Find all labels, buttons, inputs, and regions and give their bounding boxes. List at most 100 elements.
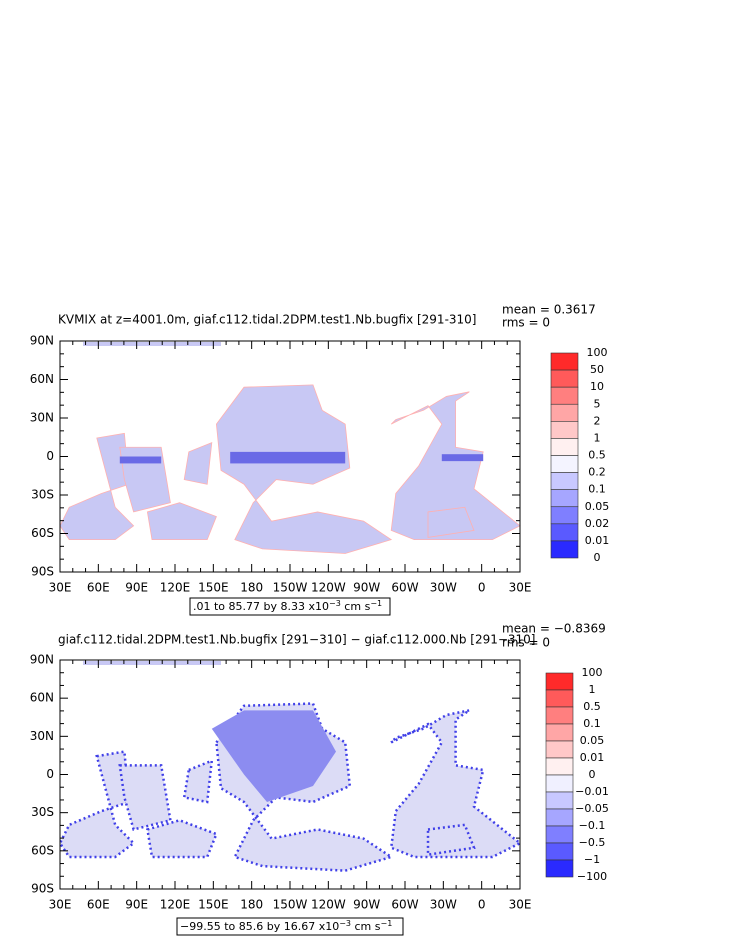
colorbar-box (550, 403, 579, 422)
colorbar-box (550, 506, 579, 525)
colorbar-label: −0.5 (579, 836, 606, 849)
ocean-field (145, 818, 219, 859)
lon-label: 150W (273, 581, 308, 595)
mean-label: mean = −0.8369 (502, 622, 606, 636)
colorbar-box (545, 774, 574, 793)
colorbar-label: 5 (594, 397, 601, 410)
colorbar-label: 100 (582, 666, 603, 679)
ocean-field (426, 823, 476, 857)
lat-label: 60S (31, 843, 54, 857)
map-panel: giaf.c112.tidal.2DPM.test1.Nb.bugfix [29… (30, 622, 609, 936)
info-part: cm s (341, 600, 371, 613)
colorbar-box (550, 421, 579, 439)
colorbar-box (550, 472, 579, 490)
colorbar-box (545, 689, 574, 708)
colorbar-box (550, 369, 579, 388)
colorbar-box (550, 352, 579, 371)
lat-label: 90S (31, 882, 54, 896)
colorbar-label: 0.05 (585, 500, 610, 513)
lon-label: 120W (311, 898, 346, 912)
colorbar-label: 0 (589, 768, 596, 781)
colorbar-label: −0.1 (579, 819, 606, 832)
mean-label: mean = 0.3617 (502, 303, 596, 317)
colorbar-label: 50 (590, 363, 604, 376)
colorbar-box (545, 723, 574, 742)
colorbar-label: 0.5 (588, 449, 606, 462)
ocean-field (390, 391, 521, 541)
ocean-field (215, 384, 393, 554)
ocean-field (146, 502, 217, 541)
arctic-strip (83, 661, 221, 665)
info-part: .01 to 85.77 by 8.33 x10 (193, 600, 329, 613)
info-text: .01 to 85.77 by 8.33 x10−3 cm s−1 (193, 599, 382, 614)
lat-label: 90N (30, 334, 54, 348)
lon-label: 120E (160, 898, 191, 912)
colorbar-label: 0.01 (585, 534, 610, 547)
lon-label: 90E (125, 581, 148, 595)
lat-label: 0 (46, 449, 54, 463)
info-part: −99.55 to 85.6 by 16.67 x10 (180, 920, 339, 933)
colorbar-box (545, 791, 574, 810)
colorbar-label: 1 (594, 431, 601, 444)
info-box (176, 917, 404, 936)
colorbar-label: 0.5 (583, 700, 601, 713)
colorbar-box (545, 825, 574, 844)
ocean-field (427, 506, 475, 538)
arctic-strip (83, 342, 221, 346)
lat-label: 0 (46, 767, 54, 781)
lon-label: 60W (391, 581, 418, 595)
panel-title: giaf.c112.tidal.2DPM.test1.Nb.bugfix [29… (58, 633, 536, 647)
colorbar-label: −0.01 (575, 785, 609, 798)
lon-label: 150E (198, 581, 229, 595)
ocean-field (182, 758, 214, 804)
lat-label: 30N (30, 411, 54, 425)
info-part: −1 (381, 919, 393, 928)
lat-label: 30N (30, 729, 54, 743)
lon-label: 150W (273, 898, 308, 912)
equatorial-band (441, 454, 484, 462)
lon-label: 30E (49, 898, 72, 912)
lon-label: 0 (478, 581, 486, 595)
colorbar-label: 100 (587, 346, 608, 359)
ocean-field (389, 709, 523, 859)
info-part: −3 (339, 919, 351, 928)
equatorial-band (119, 456, 162, 464)
colorbar-label: 0 (594, 551, 601, 564)
colorbar-box (545, 842, 574, 861)
lon-label: 60E (87, 898, 110, 912)
lat-label: 60N (30, 691, 54, 705)
colorbar-box (550, 438, 579, 456)
colorbar-box (545, 672, 574, 691)
lon-label: 150E (198, 898, 229, 912)
lon-label: 60W (391, 898, 418, 912)
lat-label: 30S (31, 488, 54, 502)
colorbar-label: −1 (584, 853, 600, 866)
info-part: −3 (329, 599, 341, 608)
equatorial-band (230, 451, 346, 464)
colorbar-box (545, 706, 574, 725)
ocean-field (183, 442, 213, 485)
colorbar-label: 0.05 (580, 734, 605, 747)
info-part: −1 (370, 599, 382, 608)
rms-label: rms = 0 (502, 636, 550, 650)
colorbar-box (545, 808, 574, 827)
lon-label: 30W (430, 898, 457, 912)
colorbar-box (550, 489, 579, 508)
colorbar-box (550, 523, 579, 542)
lon-label: 30W (430, 581, 457, 595)
colorbar-label: 0.1 (583, 717, 601, 730)
colorbar-label: 2 (594, 414, 601, 427)
diff-core (211, 710, 336, 802)
lat-label: 60N (30, 372, 54, 386)
lon-label: 90W (353, 898, 380, 912)
colorbar-box (545, 859, 574, 878)
lon-label: 120W (311, 581, 346, 595)
ocean-field (118, 764, 172, 831)
colorbar-label: 0.02 (585, 517, 610, 530)
colorbar-box (550, 455, 579, 473)
lat-label: 60S (31, 526, 54, 540)
colorbar-label: 0.1 (588, 483, 606, 496)
lon-label: 0 (478, 898, 486, 912)
colorbar-box (545, 740, 574, 759)
map-panel: KVMIX at z=4001.0m, giaf.c112.tidal.2DPM… (30, 303, 610, 616)
